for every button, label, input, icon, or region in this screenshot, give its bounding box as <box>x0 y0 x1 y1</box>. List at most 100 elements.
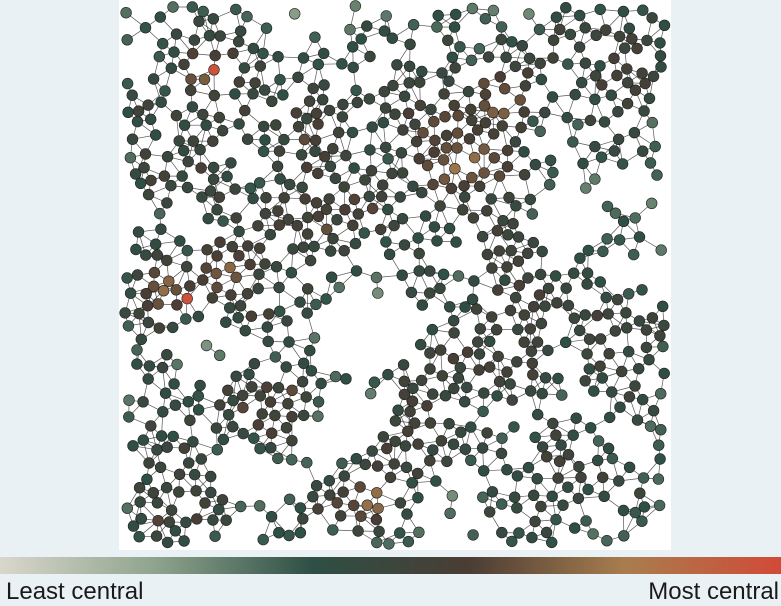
graph-node <box>435 435 448 447</box>
graph-node <box>312 396 325 408</box>
graph-node <box>121 502 134 514</box>
graph-node <box>301 307 313 319</box>
graph-node <box>370 513 383 526</box>
graph-node <box>197 108 209 121</box>
graph-node <box>447 438 460 450</box>
graph-node <box>577 157 589 170</box>
graph-node <box>163 275 175 287</box>
graph-node <box>589 173 601 185</box>
graph-node <box>636 284 648 296</box>
graph-node <box>296 181 308 194</box>
graph-node <box>124 287 137 299</box>
graph-node <box>495 21 508 33</box>
graph-node <box>233 225 245 238</box>
graph-node <box>308 332 321 344</box>
graph-node <box>283 529 295 542</box>
graph-node <box>141 300 154 312</box>
graph-node <box>502 229 514 241</box>
graph-node <box>580 515 592 527</box>
graph-node <box>152 514 164 527</box>
graph-node <box>486 262 498 274</box>
graph-node <box>123 394 135 406</box>
graph-node <box>573 41 586 53</box>
graph-node <box>395 147 408 159</box>
graph-node <box>405 286 418 299</box>
graph-node <box>227 394 239 407</box>
graph-node <box>147 73 160 85</box>
graph-node <box>532 408 544 421</box>
graph-node <box>478 465 490 477</box>
graph-node <box>412 438 424 450</box>
graph-node <box>516 39 528 52</box>
graph-node <box>165 62 177 74</box>
graph-node <box>448 315 460 327</box>
graph-node <box>297 241 310 253</box>
graph-node <box>269 351 282 363</box>
graph-node <box>466 114 478 127</box>
graph-node <box>582 244 594 257</box>
graph-node <box>238 62 251 74</box>
graph-node <box>539 372 552 384</box>
graph-node <box>654 50 667 62</box>
graph-node <box>402 107 415 120</box>
graph-node <box>352 208 365 220</box>
graph-node <box>131 344 143 356</box>
graph-node <box>156 37 169 50</box>
graph-node <box>476 230 489 243</box>
graph-node <box>212 503 225 516</box>
graph-node <box>366 445 378 457</box>
graph-node <box>294 526 307 539</box>
graph-node <box>348 499 360 512</box>
graph-node <box>200 262 212 274</box>
graph-node <box>573 460 585 473</box>
graph-node <box>137 396 149 408</box>
graph-node <box>465 454 477 466</box>
graph-node <box>371 536 383 549</box>
graph-node <box>174 235 186 247</box>
graph-node <box>192 310 205 323</box>
graph-node <box>139 148 152 160</box>
graph-node <box>133 482 146 494</box>
graph-node <box>220 514 232 526</box>
graph-node <box>312 58 325 71</box>
graph-node <box>614 401 626 413</box>
graph-node <box>237 401 249 414</box>
graph-node <box>398 239 411 251</box>
graph-node <box>177 145 190 157</box>
graph-node <box>201 244 213 256</box>
graph-node <box>636 393 649 406</box>
graph-node <box>335 510 347 522</box>
graph-node <box>323 193 335 205</box>
graph-node <box>429 134 441 147</box>
graph-node <box>510 200 522 212</box>
graph-node <box>592 454 604 467</box>
graph-node <box>424 287 436 299</box>
graph-node <box>167 430 179 443</box>
graph-node <box>200 119 212 131</box>
graph-node <box>234 300 247 312</box>
graph-node <box>465 54 478 66</box>
graph-node <box>629 84 642 96</box>
graph-node <box>352 525 364 537</box>
graph-node <box>180 516 192 528</box>
graph-node <box>645 197 658 210</box>
graph-node <box>652 439 665 451</box>
graph-node <box>402 425 414 437</box>
graph-node <box>518 336 530 348</box>
graph-node <box>145 113 157 126</box>
graph-node <box>274 73 286 86</box>
graph-node <box>484 506 496 518</box>
graph-node <box>241 288 254 300</box>
graph-node <box>459 301 471 313</box>
graph-node <box>347 41 359 53</box>
graph-node <box>135 177 147 190</box>
graph-node <box>413 265 425 277</box>
graph-node <box>484 335 496 348</box>
graph-node <box>512 255 525 267</box>
graph-node <box>161 197 173 209</box>
graph-node <box>224 261 236 274</box>
graph-node <box>461 381 473 394</box>
graph-node <box>511 470 524 482</box>
graph-node <box>623 22 635 34</box>
graph-node <box>310 197 323 209</box>
